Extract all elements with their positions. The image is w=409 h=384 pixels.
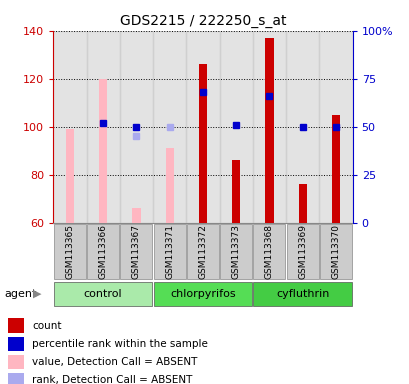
Text: GSM113371: GSM113371	[165, 224, 174, 279]
FancyBboxPatch shape	[253, 282, 351, 306]
Bar	[298, 184, 306, 223]
Bar	[153, 31, 186, 223]
Bar	[186, 31, 219, 223]
Text: control: control	[84, 289, 122, 299]
Bar	[252, 31, 285, 223]
Text: GSM113369: GSM113369	[297, 224, 306, 279]
Bar	[53, 31, 86, 223]
Bar	[319, 31, 352, 223]
FancyBboxPatch shape	[153, 224, 185, 279]
Bar	[119, 31, 153, 223]
Text: value, Detection Call = ABSENT: value, Detection Call = ABSENT	[32, 357, 197, 367]
FancyBboxPatch shape	[286, 224, 318, 279]
Text: GSM113368: GSM113368	[264, 224, 273, 279]
FancyBboxPatch shape	[187, 224, 218, 279]
Bar	[331, 115, 339, 223]
Text: GSM113365: GSM113365	[65, 224, 74, 279]
FancyBboxPatch shape	[8, 355, 24, 369]
FancyBboxPatch shape	[8, 336, 24, 351]
Text: GSM113372: GSM113372	[198, 224, 207, 279]
Bar	[65, 129, 74, 223]
Text: chlorpyrifos: chlorpyrifos	[170, 289, 235, 299]
Text: ▶: ▶	[32, 289, 41, 299]
Bar	[198, 64, 207, 223]
Text: cyfluthrin: cyfluthrin	[275, 289, 328, 299]
Bar	[265, 38, 273, 223]
Bar	[165, 148, 173, 223]
FancyBboxPatch shape	[8, 373, 24, 384]
Text: percentile rank within the sample: percentile rank within the sample	[32, 339, 208, 349]
Text: count: count	[32, 321, 62, 331]
FancyBboxPatch shape	[153, 282, 252, 306]
Title: GDS2215 / 222250_s_at: GDS2215 / 222250_s_at	[119, 14, 285, 28]
Text: GSM113367: GSM113367	[132, 224, 141, 279]
FancyBboxPatch shape	[220, 224, 252, 279]
Text: agent: agent	[4, 289, 36, 299]
Bar	[285, 31, 319, 223]
FancyBboxPatch shape	[87, 224, 119, 279]
FancyBboxPatch shape	[120, 224, 152, 279]
Text: GSM113373: GSM113373	[231, 224, 240, 279]
FancyBboxPatch shape	[319, 224, 351, 279]
Text: rank, Detection Call = ABSENT: rank, Detection Call = ABSENT	[32, 375, 192, 384]
Text: GSM113366: GSM113366	[99, 224, 108, 279]
Bar	[219, 31, 252, 223]
FancyBboxPatch shape	[54, 282, 152, 306]
Text: GSM113370: GSM113370	[330, 224, 339, 279]
Bar	[132, 208, 140, 223]
FancyBboxPatch shape	[253, 224, 285, 279]
FancyBboxPatch shape	[8, 318, 24, 333]
Bar	[86, 31, 119, 223]
FancyBboxPatch shape	[54, 224, 85, 279]
Bar	[99, 79, 107, 223]
Bar	[231, 161, 240, 223]
